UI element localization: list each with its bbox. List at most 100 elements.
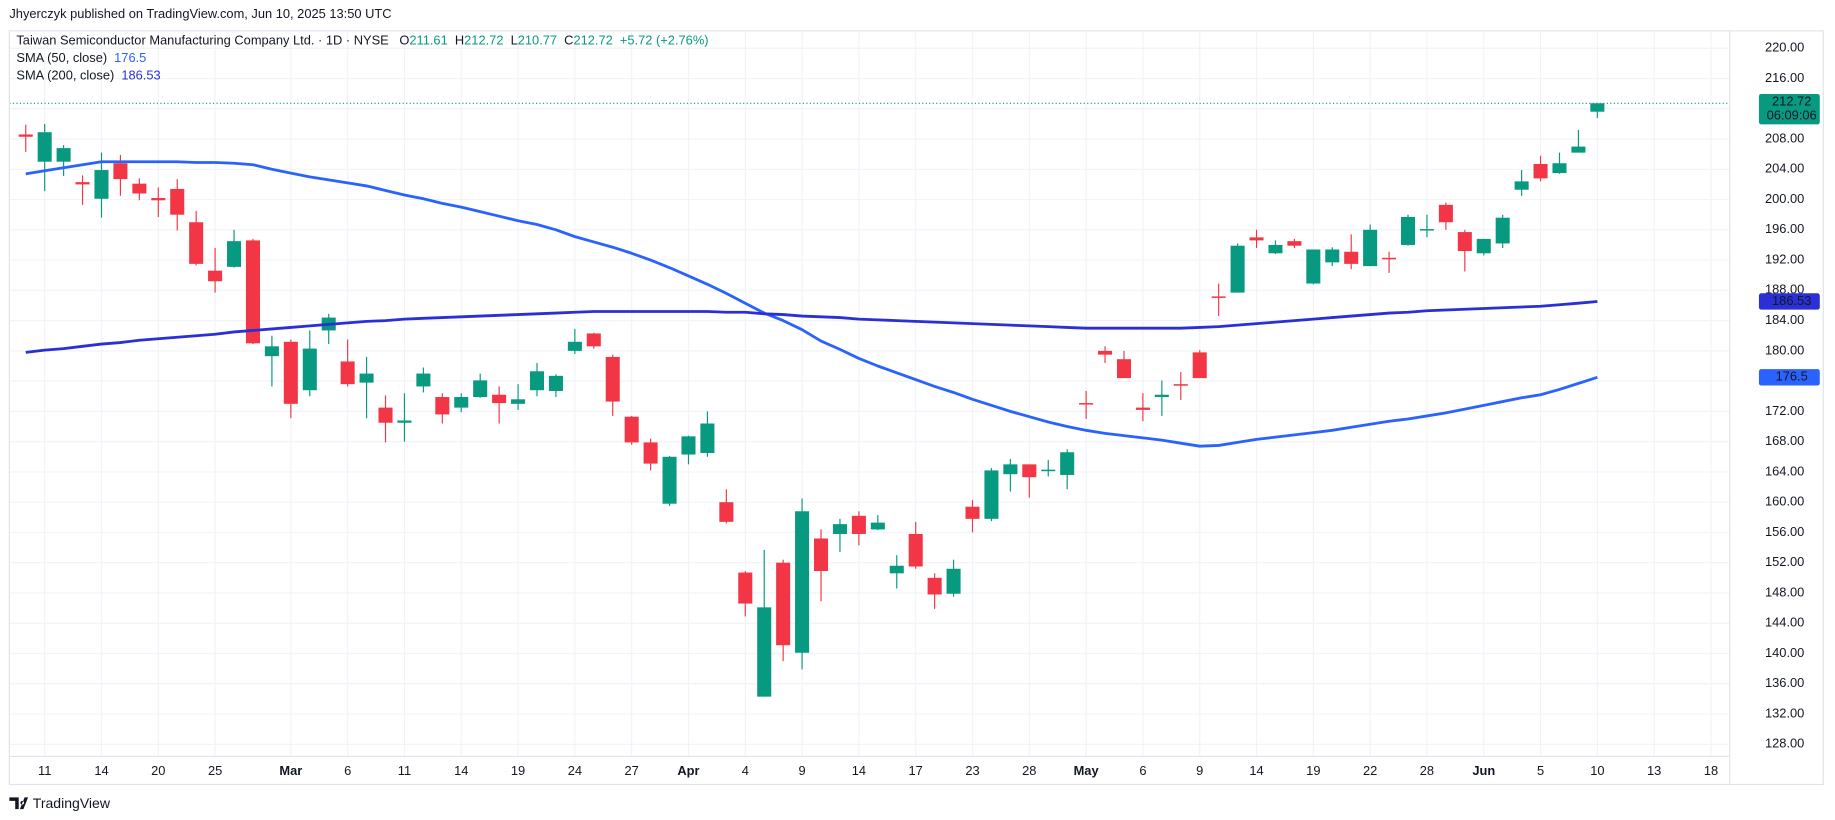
candle-body xyxy=(1211,296,1226,298)
x-tick-label: 10 xyxy=(1590,763,1604,778)
indicator-name: SMA (50, close) xyxy=(16,50,107,65)
y-tick-label: 192.00 xyxy=(1765,251,1804,266)
candle-body xyxy=(302,348,317,391)
legend-line: Taiwan Semiconductor Manufacturing Compa… xyxy=(16,33,708,48)
candle-body xyxy=(1514,181,1529,190)
x-tick-label: 20 xyxy=(151,763,165,778)
ohlc-value: 212.72 xyxy=(464,33,503,48)
candle-body xyxy=(511,399,526,404)
y-tick-label: 136.00 xyxy=(1765,675,1804,690)
candle-body xyxy=(1079,403,1094,405)
candle-body xyxy=(1457,232,1472,251)
x-tick-label: 13 xyxy=(1647,763,1661,778)
candle-body xyxy=(776,562,791,646)
symbol-title: Taiwan Semiconductor Manufacturing Compa… xyxy=(16,33,389,48)
candle-body xyxy=(1571,146,1586,153)
x-tick-label: 22 xyxy=(1363,763,1377,778)
candle-body xyxy=(832,524,847,534)
candle-body xyxy=(340,361,355,385)
y-tick-label: 204.00 xyxy=(1765,161,1804,176)
indicator-name: SMA (200, close) xyxy=(16,68,114,83)
sma-line xyxy=(25,160,1598,448)
candle-body xyxy=(1419,229,1434,231)
indicator-axis-label: 176.5 xyxy=(1776,369,1808,384)
candle-body xyxy=(1249,237,1264,241)
candle-body xyxy=(283,341,298,404)
y-tick-label: 152.00 xyxy=(1765,554,1804,569)
candle-body xyxy=(738,572,753,604)
indicator-legend: SMA (200, close) 186.53 xyxy=(16,68,160,83)
indicator-value: 186.53 xyxy=(121,68,160,83)
y-tick-label: 164.00 xyxy=(1765,463,1804,478)
candle-body xyxy=(473,380,488,398)
ohlc-label: H xyxy=(455,33,464,48)
candle-body xyxy=(1154,394,1169,398)
x-tick-label: 6 xyxy=(344,763,351,778)
y-tick-label: 128.00 xyxy=(1765,736,1804,751)
x-tick-label: 9 xyxy=(1196,763,1203,778)
candle-body xyxy=(1438,204,1453,223)
candle-body xyxy=(113,163,128,180)
candle-body xyxy=(1173,384,1188,386)
candle-body xyxy=(814,538,829,572)
y-tick-label: 132.00 xyxy=(1765,705,1804,720)
x-tick-label: 27 xyxy=(625,763,639,778)
y-tick-label: 180.00 xyxy=(1765,342,1804,357)
ohlc-label: C xyxy=(564,33,573,48)
ohlc-label: L xyxy=(511,33,518,48)
candle-body xyxy=(170,188,185,215)
y-tick-label: 168.00 xyxy=(1765,433,1804,448)
plot: 11 14 20 25 Mar 6 11 14 19 24 27 Apr 4 9 14 17 23 28 May 6 9… xyxy=(9,102,1730,778)
candle-body xyxy=(1230,245,1245,293)
candle-body xyxy=(454,397,469,408)
candle-body xyxy=(1192,352,1207,379)
candle-body xyxy=(1476,238,1491,254)
candle-body xyxy=(1287,241,1302,246)
candle-body xyxy=(927,577,942,595)
candle-body xyxy=(397,420,412,423)
x-tick-label: 14 xyxy=(1249,763,1263,778)
candle-body xyxy=(18,134,33,137)
candle-body xyxy=(245,240,260,344)
candle-body xyxy=(643,442,658,464)
candle-body xyxy=(94,170,109,199)
x-tick-label: 28 xyxy=(1420,763,1434,778)
x-tick-label: 19 xyxy=(511,763,525,778)
ohlc-label: O xyxy=(399,33,409,48)
price-axis: 128.00 132.00 136.00 140.00 144.00 148.00 152.… xyxy=(1758,40,1820,751)
x-tick-label: 14 xyxy=(454,763,468,778)
candle-body xyxy=(75,182,90,185)
x-tick-label: 25 xyxy=(208,763,222,778)
y-tick-label: 160.00 xyxy=(1765,494,1804,509)
candle-body xyxy=(870,522,885,530)
candle-body xyxy=(132,183,147,194)
x-tick-label: 9 xyxy=(799,763,806,778)
candle-body xyxy=(359,373,374,383)
candle-body xyxy=(1552,163,1567,174)
y-tick-label: 216.00 xyxy=(1765,70,1804,85)
x-tick-label: 23 xyxy=(965,763,979,778)
x-tick-label: Mar xyxy=(279,763,302,778)
ohlc-value: 212.72 xyxy=(573,33,612,48)
y-tick-label: 184.00 xyxy=(1765,312,1804,327)
indicator-label-box xyxy=(1758,293,1820,310)
sma-line xyxy=(25,300,1598,354)
candle-body xyxy=(908,533,923,567)
indicator-label-box xyxy=(1758,369,1820,386)
candle-body xyxy=(1268,244,1283,254)
ohlc-value: 211.61 xyxy=(409,33,447,48)
publish-header: Jhyerczyk published on TradingView.com, … xyxy=(9,6,391,21)
candle-body xyxy=(1022,464,1037,478)
x-tick-label: 19 xyxy=(1306,763,1320,778)
x-tick-label: 4 xyxy=(742,763,749,778)
candle-body xyxy=(1135,407,1150,410)
indicator-legend: SMA (50, close) 176.5 xyxy=(16,50,146,65)
y-tick-label: 220.00 xyxy=(1765,40,1804,55)
change-label: +5.72 (+2.76%) xyxy=(620,33,709,48)
candle-body xyxy=(1382,257,1397,260)
ohlc-value: 210.77 xyxy=(518,33,557,48)
candle-body xyxy=(189,222,204,264)
grid xyxy=(9,30,1730,757)
x-tick-label: Jun xyxy=(1472,763,1495,778)
indicator-value: 176.5 xyxy=(114,50,146,65)
